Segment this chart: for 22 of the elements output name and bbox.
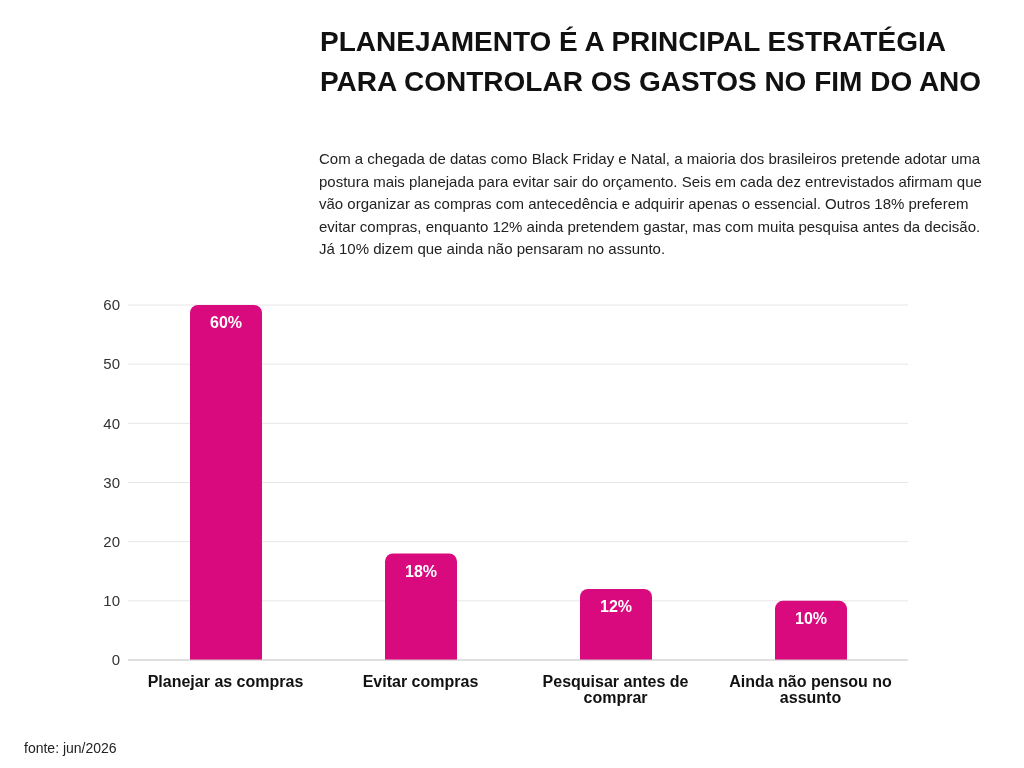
x-tick-label: Planejar as compras — [147, 673, 304, 691]
x-tick-label: Pesquisar antes de comprar — [542, 673, 689, 707]
chart-title: PLANEJAMENTO É A PRINCIPAL ESTRATÉGIA PARA CONTROLAR OS GASTOS NO FIM DO ANO — [320, 25, 983, 99]
data-label: 12% — [599, 598, 633, 616]
y-tick-label: 10 — [103, 592, 120, 610]
bar — [775, 600, 847, 660]
data-label: 10% — [794, 610, 828, 628]
y-tick-label: 0 — [111, 651, 120, 669]
y-tick-label: 60 — [103, 296, 120, 314]
y-tick-label: 40 — [103, 414, 120, 432]
y-tick-label: 50 — [103, 355, 120, 373]
y-tick-label: 20 — [103, 532, 120, 550]
data-label: 60% — [209, 314, 243, 332]
x-tick-label: Evitar compras — [362, 673, 479, 691]
bar — [385, 553, 457, 660]
data-label: 18% — [404, 562, 438, 580]
bar — [190, 305, 262, 660]
x-tick-label: Ainda não pensou no assunto — [729, 673, 893, 707]
y-tick-label: 30 — [103, 473, 120, 491]
bar — [580, 589, 652, 660]
chart-subtitle: Com a chegada de datas como Black Friday e Natal, a maioria dos brasileiros pretende adotar uma postura mais planejada para evitar sair do orçamento. Seis em cada dez entrevistados afirmam que vão organizar as compras com antecedência e adquirir apenas o essencial. Outros 18% preferem evitar compras, enquanto 12% ainda pretendem gastar, mas com muita pesquisa antes da decisão. Já 10% dizem que ainda não pensaram no assunto. — [319, 149, 983, 259]
source-note: fonte: jun/2026 — [24, 740, 117, 756]
